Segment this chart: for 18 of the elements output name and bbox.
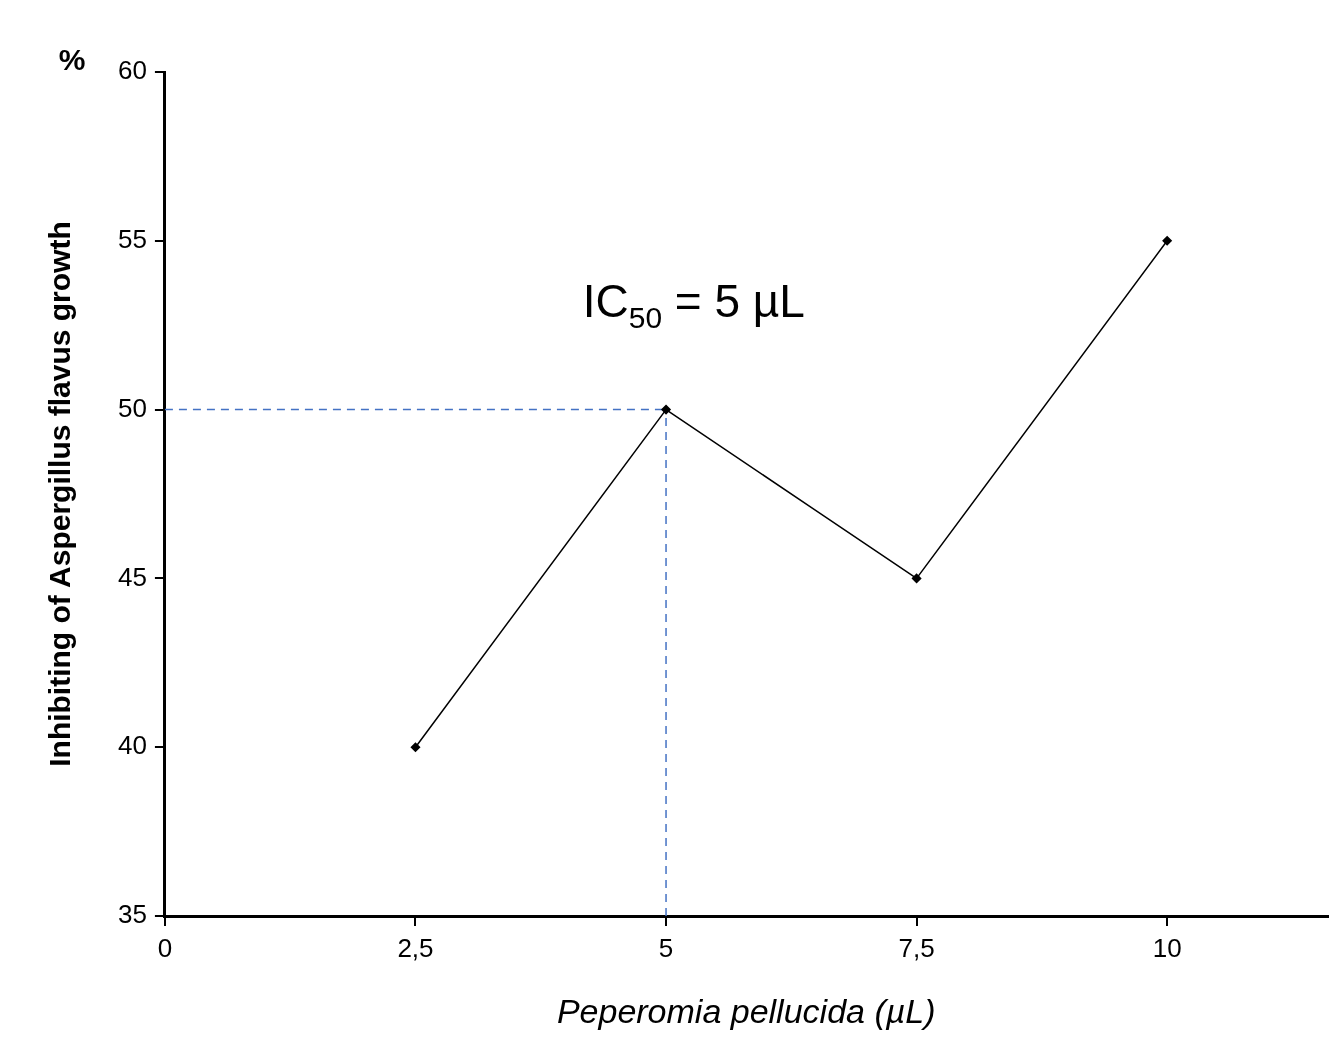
y-tick-label: 45 — [118, 561, 147, 592]
x-tick-label: 7,5 — [898, 932, 935, 963]
x-axis-title: Peperomia pellucida (µL) — [556, 992, 936, 1031]
point — [410, 742, 421, 752]
x-tick-label: 2,5 — [397, 932, 434, 963]
x-tick-label: 10 — [1152, 932, 1182, 963]
point — [1162, 236, 1172, 246]
x-tick-label: 5 — [658, 932, 674, 963]
y-tick-label: 55 — [118, 223, 147, 254]
x-tick-label: 0 — [157, 932, 173, 963]
text: % — [58, 43, 86, 77]
point — [911, 573, 922, 584]
y-tick-label: 60 — [118, 55, 147, 86]
y-tick-label: 35 — [118, 899, 147, 930]
y-tick-label: 50 — [118, 392, 147, 423]
point — [661, 404, 671, 415]
y-axis-title: Inhibiting of Aspergillus flavus growth — [43, 221, 77, 767]
y-tick-label: 40 — [118, 730, 147, 761]
